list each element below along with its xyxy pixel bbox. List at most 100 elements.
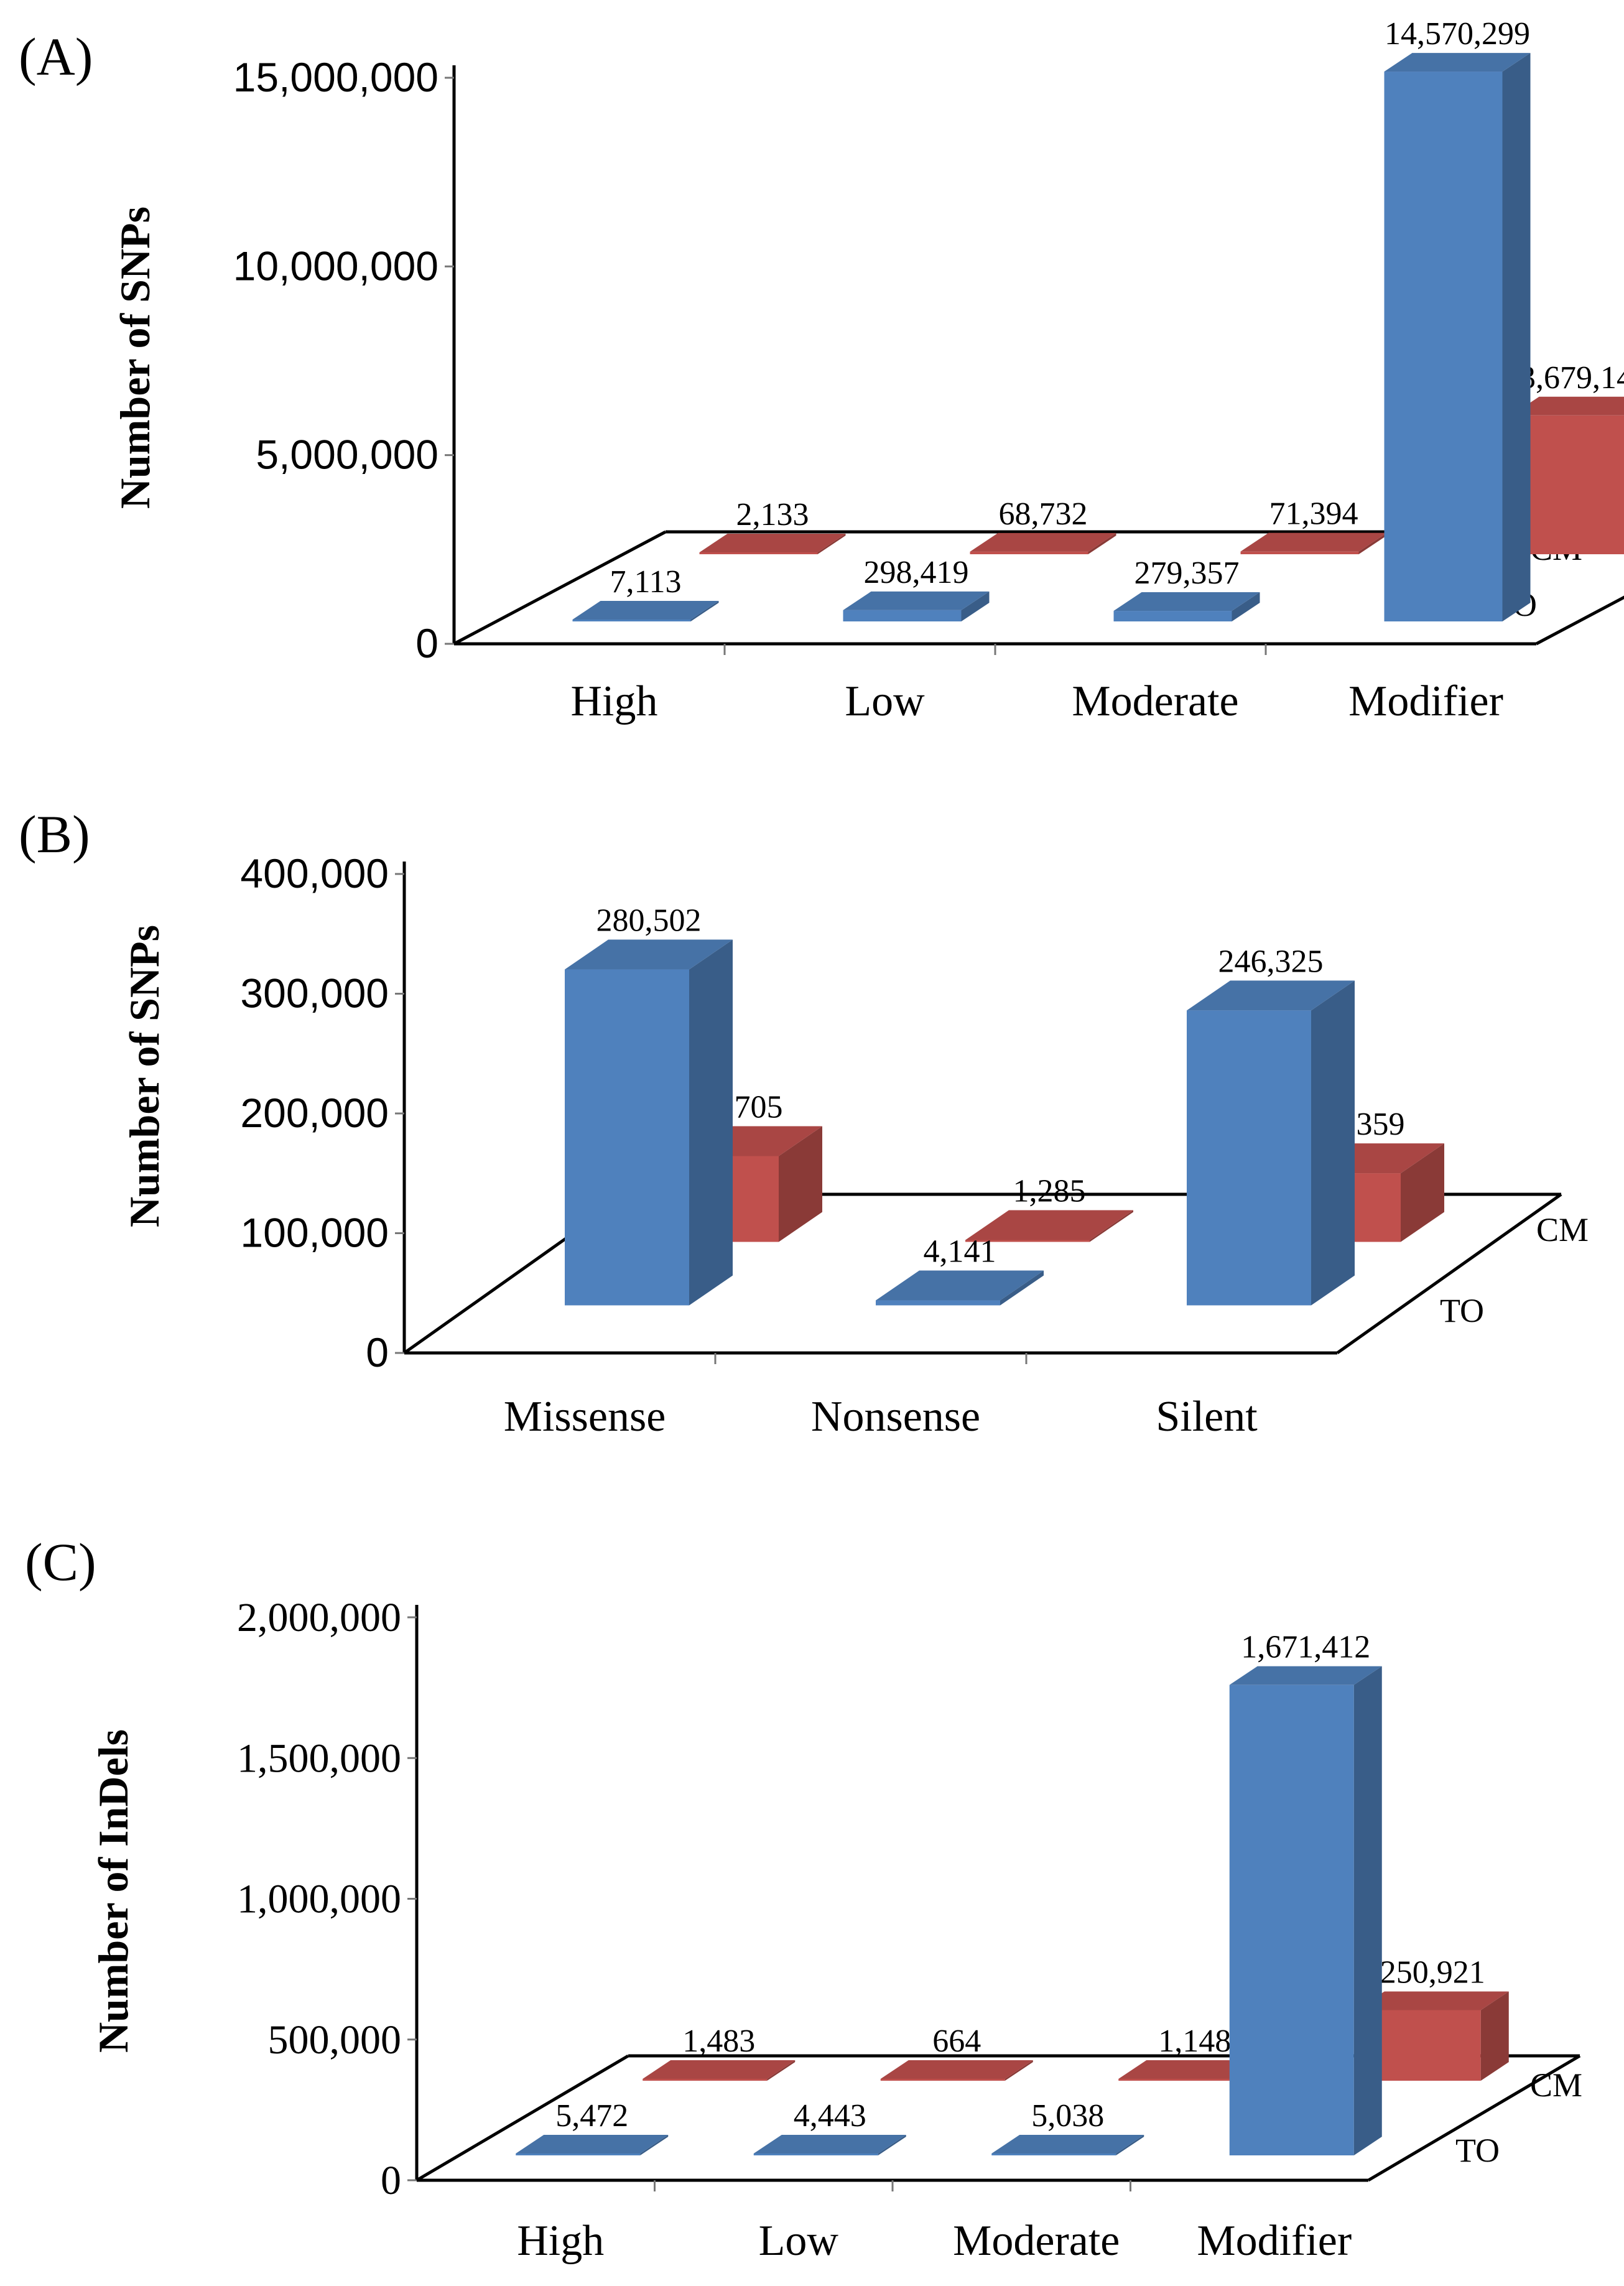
data-label-to-low: 4,443 bbox=[794, 2098, 866, 2134]
bar-side-face bbox=[1005, 2060, 1033, 2081]
y-tick-label: 1,000,000 bbox=[237, 1877, 401, 1922]
data-label-to-high: 7,113 bbox=[610, 564, 681, 600]
bar-top-face bbox=[1356, 1991, 1509, 2010]
data-label-to-silent: 246,325 bbox=[1218, 944, 1324, 979]
bar-top-face bbox=[965, 1210, 1133, 1240]
bar-front-face bbox=[753, 2154, 878, 2155]
floor-right-edge bbox=[1535, 595, 1624, 646]
data-label-to-missense: 280,502 bbox=[596, 903, 702, 939]
x-category-label: High bbox=[517, 2217, 604, 2265]
bar-front-face bbox=[991, 2154, 1116, 2155]
bar-top-face bbox=[1113, 592, 1260, 611]
bar-front-face bbox=[965, 1240, 1090, 1242]
bar-top-face bbox=[991, 2135, 1144, 2154]
bar-top-face bbox=[1384, 53, 1531, 72]
data-label-cm-low: 68,732 bbox=[999, 496, 1088, 532]
y-tick-label: 5,000,000 bbox=[256, 432, 438, 478]
bar-side-face bbox=[1311, 980, 1355, 1306]
y-axis-label: Number of InDels bbox=[90, 1729, 137, 2053]
floor-left-edge bbox=[415, 2054, 629, 2182]
data-label-cm-high: 2,133 bbox=[736, 497, 809, 532]
bar-top-face bbox=[880, 2060, 1033, 2079]
bar-side-face bbox=[1401, 1143, 1444, 1242]
bar-top-face bbox=[1229, 1666, 1382, 1685]
bar-front-face bbox=[699, 552, 818, 554]
bar-front-face bbox=[565, 969, 689, 1306]
y-tick-label: 400,000 bbox=[240, 850, 389, 896]
data-label-cm-moderate: 1,148 bbox=[1158, 2023, 1231, 2059]
y-axis-label: Number of SNPs bbox=[111, 207, 159, 509]
bar-front-face bbox=[1113, 611, 1232, 621]
bar-side-face bbox=[1232, 592, 1260, 621]
bar-to-modifier bbox=[1229, 1666, 1382, 2155]
bar-to-high bbox=[572, 601, 719, 621]
bar-front-face bbox=[643, 2079, 768, 2081]
chart-panel--b-: (B) Number of SNPs 0 100,000 200,000 300,000 4… bbox=[19, 804, 1589, 1441]
bar-front-face bbox=[1118, 2079, 1243, 2081]
x-category-label: Nonsense bbox=[811, 1393, 980, 1441]
series-label-cm: CM bbox=[1536, 1211, 1589, 1248]
data-label-cm-modifier: 3,679,148 bbox=[1520, 360, 1624, 396]
bar-cm-high bbox=[643, 2060, 796, 2081]
panel-letter: (A) bbox=[19, 27, 93, 86]
bar-front-face bbox=[880, 2079, 1005, 2081]
bar-to-missense bbox=[565, 939, 733, 1306]
bar-front-face bbox=[970, 551, 1088, 554]
y-tick-label: 10,000,000 bbox=[233, 243, 438, 289]
floor-right-edge bbox=[1367, 2054, 1581, 2182]
bar-top-face bbox=[970, 532, 1116, 552]
y-tick-label: 500,000 bbox=[268, 2017, 402, 2063]
bar-top-face bbox=[1187, 980, 1355, 1011]
bar-front-face bbox=[1384, 72, 1503, 621]
data-label-to-low: 298,419 bbox=[864, 555, 969, 590]
bar-top-face bbox=[572, 601, 719, 620]
bar-side-face bbox=[1090, 1210, 1133, 1242]
bar-side-face bbox=[1358, 532, 1387, 554]
x-category-label: Low bbox=[845, 677, 925, 725]
bar-to-high bbox=[516, 2135, 669, 2155]
bar-cm-nonsense bbox=[965, 1210, 1133, 1242]
bar-front-face bbox=[1240, 551, 1359, 554]
bar-cm-high bbox=[699, 534, 846, 554]
data-label-cm-moderate: 71,394 bbox=[1269, 496, 1358, 532]
bar-front-face bbox=[1187, 1010, 1311, 1306]
bar-cm-moderate bbox=[1240, 532, 1387, 554]
data-label-cm-high: 1,483 bbox=[682, 2023, 755, 2059]
data-label-cm-low: 664 bbox=[932, 2023, 981, 2059]
bar-side-face bbox=[1353, 1666, 1382, 2155]
bar-side-face bbox=[817, 534, 846, 554]
y-tick-label: 15,000,000 bbox=[233, 54, 438, 100]
data-label-to-modifier: 14,570,299 bbox=[1385, 16, 1530, 52]
x-category-label: Moderate bbox=[953, 2217, 1120, 2265]
x-category-label: Modifier bbox=[1197, 2217, 1352, 2265]
y-tick-label: 1,500,000 bbox=[237, 1735, 401, 1781]
series-label-cm: CM bbox=[1530, 2066, 1582, 2104]
bar-side-face bbox=[1116, 2135, 1144, 2155]
x-category-label: High bbox=[571, 677, 658, 725]
bar-side-face bbox=[690, 601, 719, 621]
data-label-to-high: 5,472 bbox=[555, 2098, 628, 2134]
bar-top-face bbox=[753, 2135, 906, 2154]
bar-cm-low bbox=[970, 532, 1116, 554]
series-label-to: TO bbox=[1440, 1292, 1484, 1329]
y-tick-label: 200,000 bbox=[240, 1090, 389, 1136]
bar-side-face bbox=[1480, 1991, 1509, 2081]
chart-panel--a-: (A) Number of SNPs 0 5,000,000 10,000,000 15,… bbox=[19, 16, 1624, 725]
bar-front-face bbox=[843, 610, 962, 621]
bar-side-face bbox=[1088, 532, 1116, 554]
y-tick-label: 0 bbox=[366, 1329, 389, 1375]
bar-top-face bbox=[1511, 396, 1624, 416]
x-category-label: Silent bbox=[1156, 1393, 1258, 1441]
bar-to-silent bbox=[1187, 980, 1355, 1306]
bar-to-moderate bbox=[991, 2135, 1144, 2155]
bar-front-face bbox=[1229, 1684, 1354, 2155]
x-category-label: Moderate bbox=[1072, 677, 1238, 725]
data-label-to-moderate: 279,357 bbox=[1134, 555, 1240, 591]
data-label-to-nonsense: 4,141 bbox=[924, 1234, 996, 1270]
x-category-label: Modifier bbox=[1348, 677, 1503, 725]
bar-side-face bbox=[767, 2060, 796, 2081]
floor-left-edge bbox=[453, 530, 667, 646]
bar-side-face bbox=[640, 2135, 669, 2155]
bar-side-face bbox=[1000, 1270, 1044, 1306]
data-label-cm-modifier: 250,921 bbox=[1380, 1954, 1485, 1990]
